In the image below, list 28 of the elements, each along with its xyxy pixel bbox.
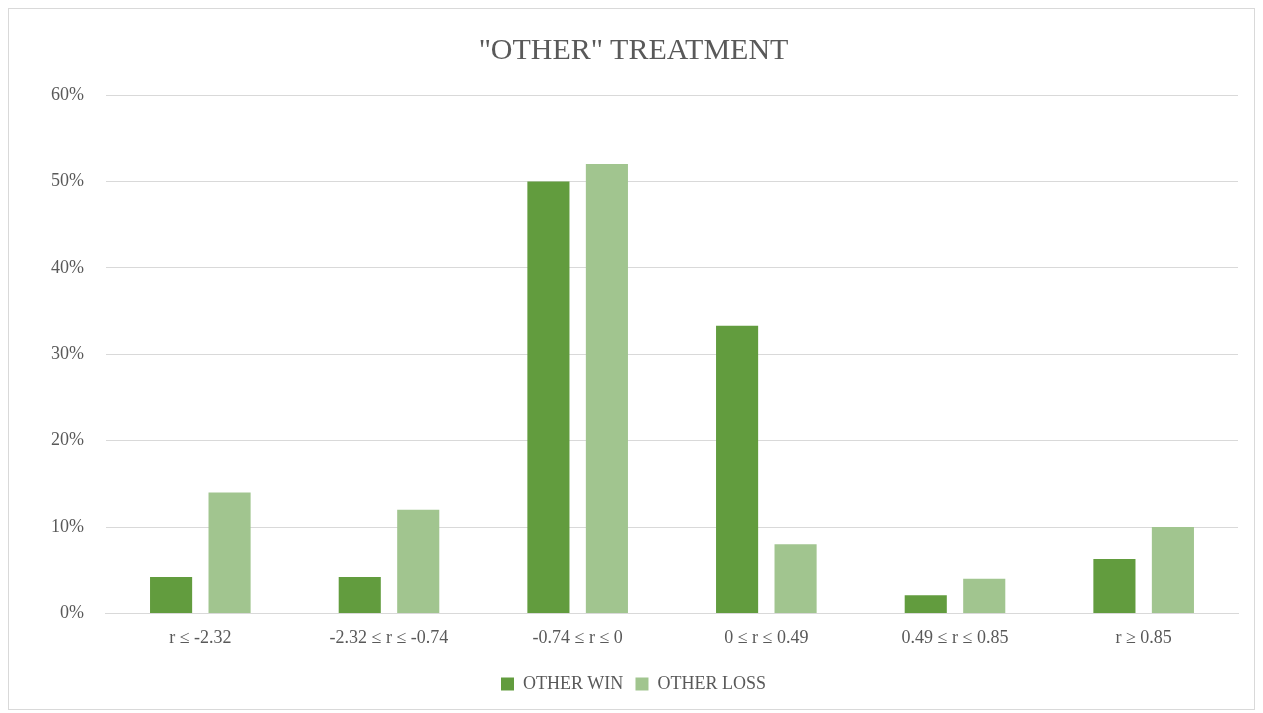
x-tick-label: -0.74 ≤ r ≤ 0 <box>532 626 623 647</box>
x-tick-label: r ≤ -2.32 <box>169 626 232 647</box>
y-tick-label: 30% <box>50 342 84 363</box>
legend-label: OTHER WIN <box>523 672 624 693</box>
bar <box>1151 527 1194 613</box>
bar <box>208 492 251 613</box>
y-tick-label: 50% <box>50 170 84 191</box>
bar <box>150 577 193 613</box>
bar <box>585 164 628 613</box>
x-tick-label: 0 ≤ r ≤ 0.49 <box>724 626 809 647</box>
x-tick-label: 0.49 ≤ r ≤ 0.85 <box>901 626 1009 647</box>
bar <box>397 509 440 613</box>
y-tick-label: 20% <box>50 429 84 450</box>
y-tick-label: 10% <box>50 515 84 536</box>
bar <box>774 544 817 613</box>
y-tick-label: 60% <box>50 83 84 104</box>
bar <box>1093 558 1136 613</box>
bar <box>963 578 1006 613</box>
y-tick-label: 0% <box>59 602 84 623</box>
bar <box>338 577 381 613</box>
bar <box>904 595 947 613</box>
chart-title: "OTHER" TREATMENT <box>478 31 789 65</box>
bar <box>527 181 570 613</box>
bar <box>716 325 759 613</box>
legend-label: OTHER LOSS <box>657 672 766 693</box>
x-tick-label: r ≥ 0.85 <box>1115 626 1172 647</box>
x-tick-label: -2.32 ≤ r ≤ -0.74 <box>329 626 449 647</box>
y-tick-label: 40% <box>50 256 84 277</box>
